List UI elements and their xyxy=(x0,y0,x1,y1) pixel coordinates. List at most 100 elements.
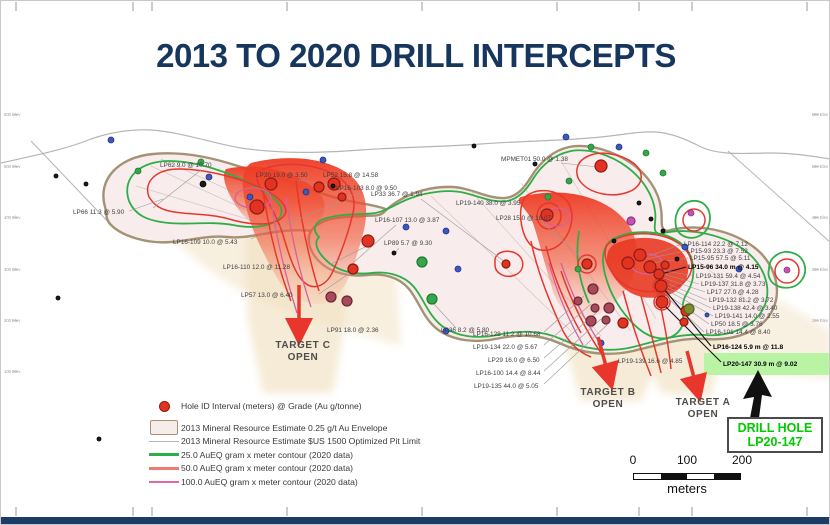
drill-intercept-label: LP19-131 59.4 @ 4.54 xyxy=(696,273,761,280)
drill-hole-dot xyxy=(783,266,791,274)
label-leader xyxy=(433,303,457,329)
legend-item: 2013 Mineral Resource Estimate 0.25 g/t … xyxy=(147,420,420,436)
label-leader xyxy=(664,288,714,317)
drill-hole-dot xyxy=(660,260,670,270)
drill-intercept-labels: LP62 9.0 @ 10.70 LP66 11.3 @ 5.90 LP16-109… xyxy=(73,156,798,390)
pit-limit-line xyxy=(1,129,829,164)
drill-hole-dot xyxy=(53,173,59,179)
label-leader xyxy=(152,169,202,209)
drill-hole-dot xyxy=(341,295,353,307)
label-connector-black xyxy=(660,266,687,275)
legend-swatch-line xyxy=(147,453,181,457)
drill-hole-dot xyxy=(402,223,410,231)
scale-bar-number: 0 xyxy=(629,453,637,467)
drill-hole-dot xyxy=(205,173,213,181)
drill-hole-dot xyxy=(264,177,278,191)
label-leader xyxy=(648,243,683,257)
drill-hole-dot xyxy=(96,436,102,442)
drill-hole-dot xyxy=(621,256,635,270)
drill-hole-dot xyxy=(442,227,450,235)
pit-limit-diagonal xyxy=(30,140,829,242)
label-leader xyxy=(650,257,689,264)
drill-hole-dot xyxy=(617,317,629,329)
drill-intercept-label: LP19-132 81.2 @ 3.72 xyxy=(709,297,774,304)
drill-intercept-label: LP19-139 16.6 @ 4.85 xyxy=(618,358,683,365)
bottom-navy-strip xyxy=(1,517,829,524)
legend-item-label: 2013 Mineral Resource Estimate 0.25 g/t … xyxy=(181,422,388,433)
legend-item: 50.0 AuEQ gram x meter contour (2020 dat… xyxy=(147,462,420,476)
drill-intercept-label: LP16-107 13.0 @ 3.87 xyxy=(375,217,440,224)
drill-hole-dot xyxy=(249,199,265,215)
drill-hole-dot xyxy=(687,209,695,217)
label-leader xyxy=(543,324,608,385)
drill-hole-dot xyxy=(683,303,695,315)
drill-hole-dot xyxy=(603,302,615,314)
drill-intercept-label: LP36 8.2 @ 5.80 xyxy=(441,327,490,334)
drill-hole-dot xyxy=(313,181,325,193)
drill-intercept-label: MPMET01 50.0 @ 1.38 xyxy=(501,156,568,163)
elevation-label: 200 Elev xyxy=(4,318,21,323)
drill-intercept-label: LP17 27.0 @ 4.28 xyxy=(707,289,759,296)
label-leader xyxy=(128,198,164,212)
drill-hole-dot xyxy=(615,143,623,151)
drill-hole-dot xyxy=(611,238,617,244)
drill-hole-dot xyxy=(681,243,689,251)
label-leader xyxy=(318,270,354,295)
label-leader xyxy=(542,222,588,264)
drill-intercept-label: LP15-95 57.5 @ 5.11 xyxy=(690,255,751,262)
drill-hole-dot xyxy=(587,143,595,151)
drill-hole-dot xyxy=(501,259,511,269)
elevation-label: 500 Elev xyxy=(812,164,829,169)
legend-item-label: 2013 Mineral Resource Estimate $US 1500 … xyxy=(181,436,421,447)
target-label: TARGET B xyxy=(580,387,635,398)
drill-intercept-label: LP19-134 22.0 @ 5.67 xyxy=(473,344,538,351)
label-leader xyxy=(658,272,700,285)
drill-hole-dot xyxy=(674,256,680,262)
label-leader xyxy=(543,318,602,372)
drill-intercept-label: LP16-110 12.0 @ 11.28 xyxy=(223,264,290,271)
drill-hole-dot xyxy=(585,315,597,327)
drill-intercept-label: LP16-109 10.0 @ 5.43 xyxy=(173,239,238,246)
drill-intercept-label: LP29 16.0 @ 6.50 xyxy=(488,357,540,364)
drill-intercept-label: LP19-141 14.0 @ 2.55 xyxy=(715,313,780,320)
elevation-label: 500 Elev xyxy=(4,164,21,169)
drill-hole-dot xyxy=(83,181,89,187)
label-leader xyxy=(352,224,397,264)
drill-intercept-label: LP33 36.7 @ 1.94 xyxy=(371,191,423,198)
callout-line2: LP20-147 xyxy=(747,435,803,449)
legend-swatch-envelope xyxy=(147,420,181,436)
drill-intercept-label: LP89 5.7 @ 9.30 xyxy=(384,240,433,247)
drill-hole-dots xyxy=(53,133,791,442)
drill-intercept-label: LP19-138 42.4 @ 3.40 xyxy=(713,305,778,312)
scale-bar-unit: meters xyxy=(667,481,707,496)
elevation-label: 400 Elev xyxy=(812,215,829,220)
target-label-open: OPEN xyxy=(593,399,624,410)
drill-hole-dot xyxy=(107,136,115,144)
drill-hole-dot xyxy=(55,295,61,301)
drill-hole-dot xyxy=(391,250,397,256)
legend-item-label: 50.0 AuEQ gram x meter contour (2020 dat… xyxy=(181,463,353,474)
drill-intercept-label: LP16-103 8.0 @ 9.50 xyxy=(336,185,397,192)
drill-hole-dot xyxy=(581,258,593,270)
target-open-arrow xyxy=(591,336,619,391)
label-connector-black xyxy=(663,288,712,347)
legend-item: 25.0 AuEQ gram x meter contour (2020 dat… xyxy=(147,448,420,462)
drill-hole-dot xyxy=(565,177,573,185)
drill-hole-dot xyxy=(642,149,650,157)
drill-hole-dot xyxy=(573,296,583,306)
drill-hole-dot xyxy=(532,161,538,167)
grid-ticks xyxy=(15,2,808,516)
drill-hole-dot xyxy=(653,268,665,280)
drill-hole-dot xyxy=(601,315,611,325)
drill-hole-dot xyxy=(337,192,347,202)
scale-bar-number: 100 xyxy=(676,453,698,467)
drill-intercept-label: LP20-147 30.9 m @ 9.02 xyxy=(723,361,798,368)
drill-hole-dot xyxy=(655,295,669,309)
legend-item: 100.0 AuEQ gram x meter contour (2020 da… xyxy=(147,475,420,489)
drill-hole-dot xyxy=(679,317,689,327)
label-leader xyxy=(543,303,592,346)
drill-intercept-label: LP16-101 14.4 @ 8.40 xyxy=(706,329,771,336)
scale-bar-segments xyxy=(633,473,741,480)
elevation-label: 300 Elev xyxy=(812,267,829,272)
drill-intercept-label: LP16-124 5.9 m @ 11.8 xyxy=(713,344,784,351)
